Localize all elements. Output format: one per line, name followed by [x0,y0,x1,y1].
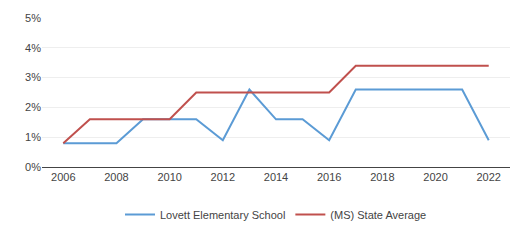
svg-text:5%: 5% [25,12,41,24]
svg-text:1%: 1% [25,131,41,143]
svg-text:2014: 2014 [264,171,288,183]
svg-text:2018: 2018 [370,171,394,183]
svg-text:(MS) State Average: (MS) State Average [330,209,426,221]
svg-text:4%: 4% [25,42,41,54]
svg-text:0%: 0% [25,161,41,173]
svg-text:2%: 2% [25,101,41,113]
svg-text:2008: 2008 [104,171,128,183]
svg-text:2006: 2006 [51,171,75,183]
svg-text:3%: 3% [25,71,41,83]
svg-text:Lovett Elementary School: Lovett Elementary School [160,209,285,221]
svg-text:2016: 2016 [317,171,341,183]
svg-text:2022: 2022 [476,171,500,183]
svg-text:2010: 2010 [157,171,181,183]
svg-text:2020: 2020 [423,171,447,183]
svg-text:2012: 2012 [211,171,235,183]
